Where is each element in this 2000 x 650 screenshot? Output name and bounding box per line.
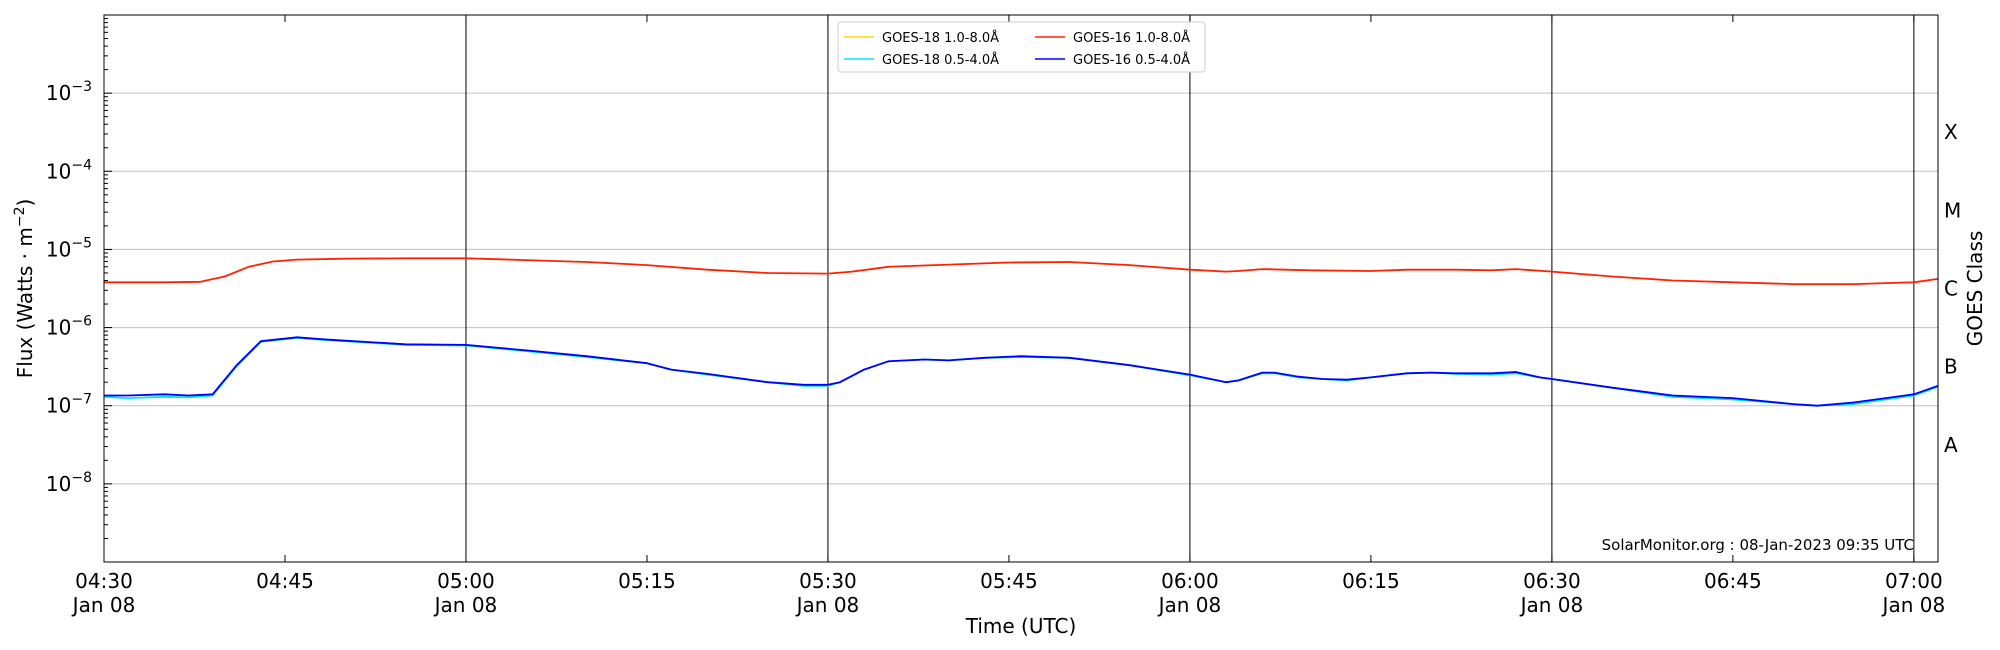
y-tick-base: 10 xyxy=(46,159,71,183)
series-layer xyxy=(103,257,1939,407)
x-tick-label: 04:45 xyxy=(256,569,314,593)
x-tick-label: 04:30 xyxy=(75,569,133,593)
y-tick-exponent: −7 xyxy=(71,392,92,408)
goes-class-labels: A B C M X xyxy=(1944,120,1961,457)
y-tick-base: 10 xyxy=(46,237,71,261)
y-tick-base: 10 xyxy=(46,394,71,418)
x-tick-date-label: Jan 08 xyxy=(433,593,498,617)
x-tick-label: 05:45 xyxy=(980,569,1038,593)
y-axis-title-exponent: −2 xyxy=(12,207,28,228)
goes-class-axis-title: GOES Class xyxy=(1963,231,1987,347)
x-tick-date-label: Jan 08 xyxy=(795,593,860,617)
y-tick-exponent: −6 xyxy=(71,314,92,330)
x-axis-title: Time (UTC) xyxy=(965,614,1077,638)
goes-class-x: X xyxy=(1944,120,1958,144)
series-line-goes-16-1-0-8-0- xyxy=(104,257,1939,286)
y-tick-label: 10−7 xyxy=(46,392,92,418)
y-tick-label: 10−8 xyxy=(46,470,92,496)
day-boundary-lines xyxy=(465,15,1915,562)
y-tick-base: 10 xyxy=(46,81,71,105)
x-tick-label: 06:30 xyxy=(1523,569,1581,593)
y-tick-exponent: −8 xyxy=(71,470,92,486)
y-tick-exponent: −5 xyxy=(71,235,92,251)
legend-label: GOES-18 0.5-4.0Å xyxy=(882,52,999,68)
legend-box xyxy=(837,21,1206,73)
x-tick-date-label: Jan 08 xyxy=(71,593,136,617)
x-tick-label: 06:45 xyxy=(1704,569,1762,593)
x-tick-date-label: Jan 08 xyxy=(1519,593,1584,617)
y-tick-label: 10−5 xyxy=(46,235,92,261)
x-tick-label: 06:00 xyxy=(1161,569,1219,593)
y-axis-title: Flux (Watts · m−2) xyxy=(12,199,37,379)
series-line-goes-16-0-5-4-0- xyxy=(104,336,1939,407)
x-tick-label: 06:15 xyxy=(1342,569,1400,593)
goes-class-a: A xyxy=(1944,433,1958,457)
goes-class-m: M xyxy=(1944,198,1961,222)
y-axis-title-suffix: ) xyxy=(13,199,37,207)
y-tick-base: 10 xyxy=(46,316,71,340)
x-tick-date-label: Jan 08 xyxy=(1881,593,1946,617)
x-tick-label: 05:30 xyxy=(799,569,857,593)
y-tick-exponent: −3 xyxy=(71,79,92,95)
y-tick-label: 10−3 xyxy=(46,79,92,105)
legend-label: GOES-16 1.0-8.0Å xyxy=(1073,30,1190,46)
y-axis-ticks: 10−810−710−610−510−410−3 xyxy=(46,14,112,563)
y-tick-label: 10−4 xyxy=(46,157,92,183)
y-tick-label: 10−6 xyxy=(46,314,92,340)
y-axis-title-prefix: Flux (Watts · m xyxy=(13,227,37,378)
credit-text: SolarMonitor.org : 08-Jan-2023 09:35 UTC xyxy=(1602,536,1914,554)
y-tick-exponent: −4 xyxy=(71,157,92,173)
x-tick-label: 07:00 xyxy=(1885,569,1943,593)
x-tick-label: 05:00 xyxy=(437,569,495,593)
x-tick-label: 05:15 xyxy=(618,569,676,593)
legend-label: GOES-16 0.5-4.0Å xyxy=(1073,52,1190,68)
legend-label: GOES-18 1.0-8.0Å xyxy=(882,30,999,46)
goes-class-c: C xyxy=(1944,277,1958,301)
plot-frame xyxy=(103,14,1939,563)
legend: GOES-18 1.0-8.0Å GOES-18 0.5-4.0Å GOES-16 … xyxy=(837,21,1206,73)
x-tick-date-label: Jan 08 xyxy=(1157,593,1222,617)
goes-class-b: B xyxy=(1944,355,1958,379)
y-tick-base: 10 xyxy=(46,472,71,496)
